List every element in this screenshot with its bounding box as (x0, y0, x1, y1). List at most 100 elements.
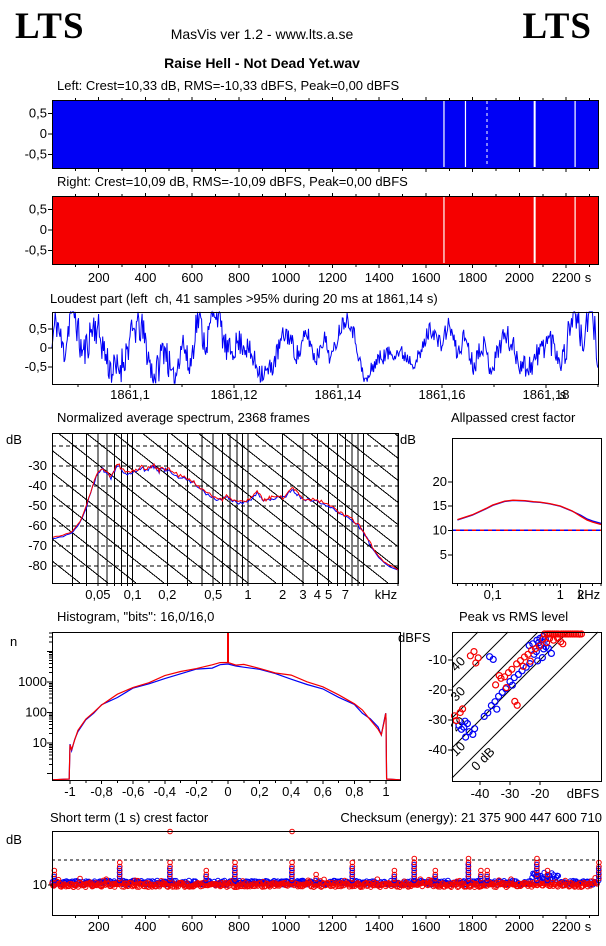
histogram-y-unit: n (10, 634, 18, 649)
short-term-crest-plot: 10 200 400 600 800 1000 1200 1400 1600 1800 2000 22… (33, 828, 602, 934)
svg-text:0,1: 0,1 (124, 587, 142, 602)
peak-rms-title: Peak vs RMS level (459, 609, 569, 624)
svg-text:200: 200 (88, 919, 110, 934)
svg-text:1861,16: 1861,16 (419, 387, 466, 402)
svg-text:1: 1 (244, 587, 251, 602)
spectrum-y-unit: dB (6, 432, 22, 447)
svg-text:2000: 2000 (505, 919, 534, 934)
svg-text:0,2: 0,2 (251, 784, 269, 799)
svg-text:0,6: 0,6 (314, 784, 332, 799)
svg-text:10: 10 (33, 877, 47, 892)
svg-text:2: 2 (279, 587, 286, 602)
svg-text:0: 0 (40, 222, 47, 237)
lts-logo-right: LTS (522, 6, 592, 47)
svg-text:0,1: 0,1 (484, 587, 502, 602)
svg-text:-0,8: -0,8 (90, 784, 112, 799)
svg-text:1000: 1000 (271, 919, 300, 934)
svg-text:1861,14: 1861,14 (315, 387, 362, 402)
svg-text:1200: 1200 (318, 270, 347, 285)
avg-spectrum-plot: -30 -40 -50 -60 -70 -80 0,05 0,1 0,2 0,5 1 2 3 4 5 7 kHz (28, 433, 399, 602)
svg-text:600: 600 (181, 919, 203, 934)
svg-text:5: 5 (440, 547, 447, 562)
svg-text:-0,5: -0,5 (25, 242, 47, 257)
svg-text:1200: 1200 (318, 919, 347, 934)
svg-text:-0,5: -0,5 (25, 359, 47, 374)
svg-text:-0,2: -0,2 (185, 784, 207, 799)
checksum-label: Checksum (energy): 21 375 900 447 600 71… (340, 810, 602, 825)
svg-text:1000: 1000 (271, 270, 300, 285)
svg-text:0: 0 (40, 126, 47, 141)
svg-text:7: 7 (342, 587, 349, 602)
svg-text:kHz: kHz (375, 587, 397, 602)
svg-text:2200: 2200 (552, 270, 581, 285)
short-term-title: Short term (1 s) crest factor (50, 810, 209, 825)
svg-text:0,2: 0,2 (158, 587, 176, 602)
svg-text:dBFS: dBFS (567, 786, 600, 801)
svg-text:30: 30 (447, 683, 468, 704)
svg-text:-40: -40 (428, 742, 447, 757)
svg-text:2200: 2200 (552, 919, 581, 934)
svg-text:2: 2 (577, 587, 584, 602)
svg-text:5: 5 (325, 587, 332, 602)
loudest-part-title: Loudest part (left ch, 41 samples >95% d… (50, 291, 438, 306)
svg-text:kHz: kHz (578, 587, 600, 602)
svg-text:0,5: 0,5 (29, 202, 47, 217)
page-title: Raise Hell - Not Dead Yet.wav (164, 55, 360, 71)
svg-text:-40: -40 (471, 786, 490, 801)
svg-text:-80: -80 (28, 558, 47, 573)
svg-text:-70: -70 (28, 538, 47, 553)
svg-text:0 dB: 0 dB (468, 744, 498, 774)
svg-text:0,4: 0,4 (282, 784, 300, 799)
svg-text:1861,12: 1861,12 (211, 387, 258, 402)
short-term-y-unit: dB (6, 832, 22, 847)
svg-text:s: s (585, 270, 592, 285)
svg-text:40: 40 (447, 653, 468, 674)
svg-text:1: 1 (557, 587, 564, 602)
svg-text:4: 4 (314, 587, 321, 602)
svg-text:1800: 1800 (458, 919, 487, 934)
peak-rms-y-unit: dBFS (398, 630, 431, 645)
svg-text:-20: -20 (531, 786, 550, 801)
svg-text:1: 1 (382, 784, 389, 799)
svg-text:1800: 1800 (458, 270, 487, 285)
svg-text:-30: -30 (501, 786, 520, 801)
right-channel-stats: Right: Crest=10,09 dB, RMS=-10,09 dBFS, … (57, 174, 408, 189)
allpassed-title: Allpassed crest factor (451, 410, 576, 425)
svg-text:-0,5: -0,5 (25, 146, 47, 161)
svg-text:-0,6: -0,6 (122, 784, 144, 799)
svg-text:0,5: 0,5 (204, 587, 222, 602)
svg-text:1861,18: 1861,18 (523, 387, 570, 402)
loudest-part-plot: 0,5 0 -0,5 1861,1 1861,12 1861,14 1861,16 1861,… (25, 310, 599, 402)
svg-text:0: 0 (40, 340, 47, 355)
svg-text:s: s (560, 387, 567, 402)
svg-text:1000: 1000 (18, 674, 47, 689)
svg-text:1400: 1400 (365, 270, 394, 285)
svg-text:-30: -30 (28, 458, 47, 473)
svg-text:-0,4: -0,4 (154, 784, 176, 799)
svg-text:15: 15 (433, 498, 447, 513)
svg-text:-1: -1 (64, 784, 76, 799)
left_waveform-plot: 0,5 0 -0,5 (25, 97, 601, 172)
svg-text:0: 0 (224, 784, 231, 799)
svg-text:1600: 1600 (412, 270, 441, 285)
svg-text:0,5: 0,5 (29, 106, 47, 121)
svg-text:0,8: 0,8 (345, 784, 363, 799)
svg-text:0,5: 0,5 (29, 321, 47, 336)
svg-text:3: 3 (299, 587, 306, 602)
left-channel-stats: Left: Crest=10,33 dB, RMS=-10,33 dBFS, P… (57, 78, 400, 93)
svg-text:1600: 1600 (412, 919, 441, 934)
svg-text:400: 400 (135, 919, 157, 934)
svg-text:200: 200 (88, 270, 110, 285)
svg-text:20: 20 (433, 474, 447, 489)
allpassed-y-unit: dB (400, 432, 416, 447)
svg-text:10: 10 (33, 735, 47, 750)
app-version-line: MasVis ver 1.2 - www.lts.a.se (170, 26, 354, 42)
svg-text:400: 400 (135, 270, 157, 285)
spectrum-title: Normalized average spectrum, 2368 frames (57, 410, 310, 425)
svg-text:10: 10 (433, 522, 447, 537)
svg-text:-10: -10 (428, 652, 447, 667)
